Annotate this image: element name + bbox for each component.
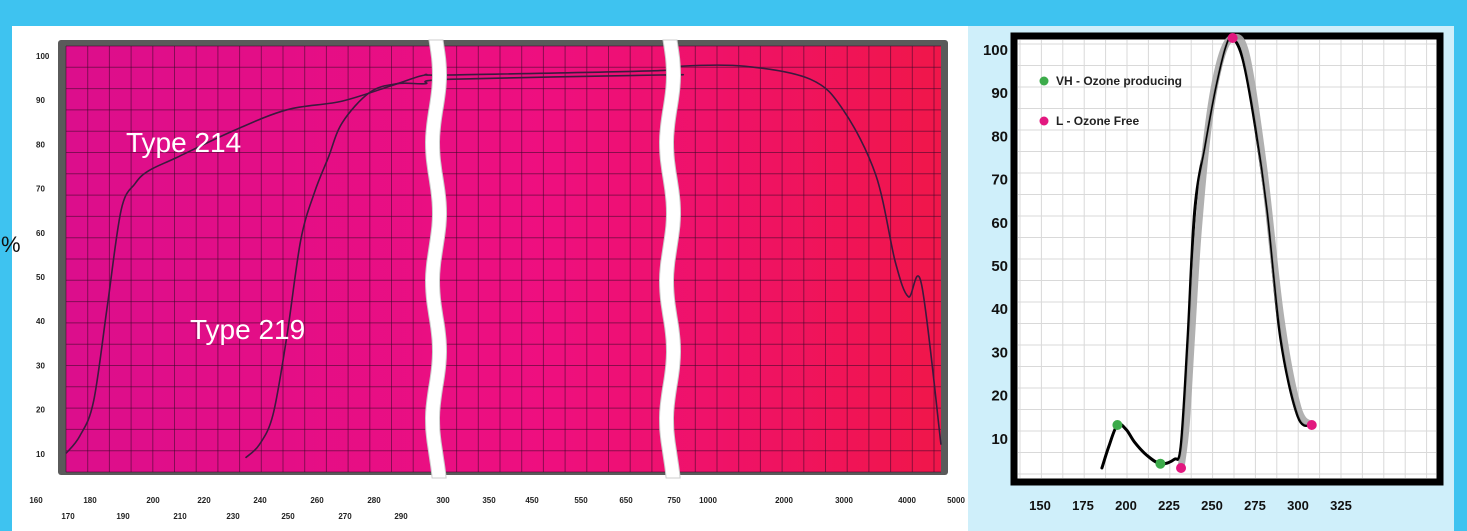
left-x-tick-label: 230 — [226, 512, 240, 521]
series-line-type-214 — [65, 64, 942, 454]
left-x-tick-label: 220 — [197, 496, 211, 505]
left-x-tick-label: 1000 — [699, 496, 717, 505]
marker-l — [1176, 463, 1187, 473]
legend-label: L - Ozone Free — [1056, 114, 1139, 128]
left-x-tick-label: 650 — [619, 496, 633, 505]
series-line-type-219 — [244, 73, 684, 459]
y-axis-label-text: % — [1, 232, 21, 257]
series-label-type-219: Type 219 — [190, 314, 305, 345]
right-x-tick-label: 275 — [1244, 498, 1266, 513]
series-label-type-214: Type 214 — [126, 127, 241, 158]
left-y-tick-label: 30 — [36, 361, 45, 370]
left-x-tick-label: 300 — [436, 496, 450, 505]
series-labels: Type 214 Type 219 — [126, 127, 305, 345]
right-markers — [1112, 33, 1317, 473]
series-line-vh-overlay — [1101, 36, 1313, 469]
left-y-tick-label: 80 — [36, 140, 45, 149]
left-x-tick-label: 210 — [173, 512, 187, 521]
marker-vh — [1112, 420, 1123, 430]
left-x-tick-label: 450 — [525, 496, 539, 505]
right-y-tick-label: 90 — [991, 85, 1008, 102]
left-x-tick-label: 4000 — [898, 496, 916, 505]
left-x-tick-label: 5000 — [947, 496, 965, 505]
right-y-tick-label: 40 — [991, 301, 1008, 318]
right-chart-panel: 100 90 80 70 60 50 40 30 20 10 150 175 200 225 250 275… — [968, 26, 1454, 531]
left-y-tick-label: 50 — [36, 273, 45, 282]
right-y-tick-label: 10 — [991, 431, 1008, 448]
legend-marker — [1039, 76, 1049, 86]
left-x-ticks: 160 180 200 220 240 260 280 300 350 450 550 650 750 1… — [29, 496, 965, 521]
left-x-tick-label: 2000 — [775, 496, 793, 505]
left-y-tick-label: 70 — [36, 185, 45, 194]
left-y-tick-label: 20 — [36, 406, 45, 415]
left-x-tick-label: 190 — [116, 512, 130, 521]
right-y-tick-label: 70 — [991, 172, 1008, 189]
left-x-tick-label: 160 — [29, 496, 43, 505]
left-x-tick-label: 350 — [482, 496, 496, 505]
left-x-tick-label: 290 — [394, 512, 408, 521]
right-y-tick-label: 30 — [991, 344, 1008, 361]
left-x-tick-label: 270 — [338, 512, 352, 521]
left-y-tick-label: 60 — [36, 229, 45, 238]
marker-l — [1227, 33, 1238, 43]
right-chart: 100 90 80 70 60 50 40 30 20 10 150 175 200 225 250 275… — [983, 32, 1444, 513]
left-y-tick-label: 10 — [36, 450, 45, 459]
right-grid — [1018, 40, 1436, 478]
left-series — [65, 64, 942, 459]
left-chart-panel: 100 90 80 70 60 50 40 30 20 10 160 180 200 220 240 260… — [12, 26, 968, 531]
axis-breaks — [424, 39, 682, 479]
right-y-ticks: 100 90 80 70 60 50 40 30 20 10 — [983, 42, 1008, 448]
left-grid — [65, 45, 941, 473]
marker-vh — [1155, 458, 1166, 469]
axis-break-1 — [424, 39, 448, 479]
right-x-tick-label: 225 — [1158, 498, 1180, 513]
marker-l — [1306, 420, 1317, 430]
axis-break-2 — [658, 39, 682, 479]
right-x-tick-label: 150 — [1029, 498, 1051, 513]
right-x-ticks: 150 175 200 225 250 275 300 325 — [1029, 498, 1352, 513]
left-x-tick-label: 750 — [667, 496, 681, 505]
right-x-tick-label: 250 — [1201, 498, 1223, 513]
right-y-tick-label: 50 — [991, 258, 1008, 275]
left-x-tick-label: 250 — [281, 512, 295, 521]
legend-label: VH - Ozone producing — [1056, 74, 1182, 88]
left-x-tick-label: 240 — [253, 496, 267, 505]
right-series — [1100, 33, 1316, 472]
right-y-tick-label: 100 — [983, 42, 1008, 59]
left-y-ticks: 100 90 80 70 60 50 40 30 20 10 — [36, 52, 50, 459]
left-x-tick-label: 3000 — [835, 496, 853, 505]
right-x-tick-label: 200 — [1115, 498, 1137, 513]
right-y-tick-label: 20 — [991, 388, 1008, 405]
left-x-tick-label: 260 — [310, 496, 324, 505]
right-x-tick-label: 175 — [1072, 498, 1094, 513]
left-chart: 100 90 80 70 60 50 40 30 20 10 160 180 200 220 240 260… — [29, 39, 965, 521]
right-plot-frame — [1010, 32, 1444, 486]
left-y-tick-label: 90 — [36, 96, 45, 105]
y-axis-label: % — [0, 228, 24, 258]
legend-marker — [1039, 116, 1049, 126]
left-x-tick-label: 280 — [367, 496, 381, 505]
left-x-tick-label: 550 — [574, 496, 588, 505]
right-y-tick-label: 60 — [991, 215, 1008, 232]
left-x-tick-label: 200 — [146, 496, 160, 505]
right-y-tick-label: 80 — [991, 128, 1008, 145]
left-x-tick-label: 180 — [83, 496, 97, 505]
right-x-tick-label: 325 — [1330, 498, 1352, 513]
legend: VH - Ozone producing L - Ozone Free — [1039, 74, 1182, 128]
right-x-tick-label: 300 — [1287, 498, 1309, 513]
left-y-tick-label: 100 — [36, 52, 50, 61]
left-y-tick-label: 40 — [36, 317, 45, 326]
left-x-tick-label: 170 — [61, 512, 75, 521]
